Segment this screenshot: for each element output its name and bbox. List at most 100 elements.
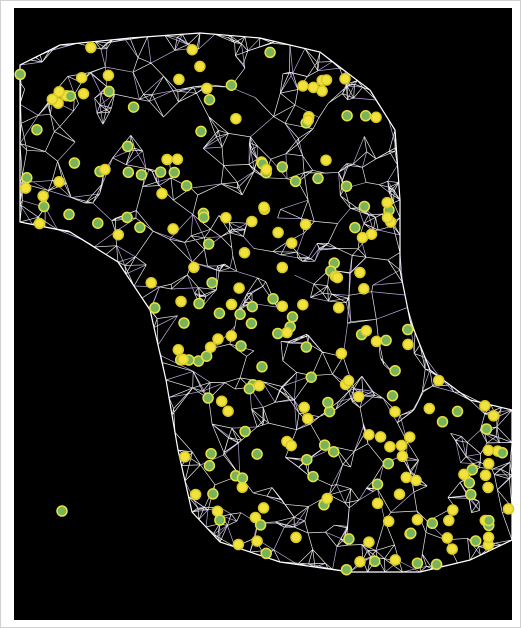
node (320, 154, 332, 166)
node (203, 459, 216, 472)
node (195, 125, 207, 138)
node (286, 311, 299, 323)
node (370, 111, 382, 124)
node (193, 297, 205, 310)
node (321, 492, 333, 505)
node (168, 166, 181, 179)
node (145, 277, 157, 289)
node (339, 73, 351, 85)
node (236, 472, 249, 484)
node (370, 335, 383, 348)
node (405, 527, 417, 540)
node (382, 515, 395, 528)
node (380, 334, 392, 347)
node (480, 423, 493, 435)
node (395, 439, 408, 452)
node (180, 179, 193, 192)
node (188, 261, 200, 274)
node (171, 153, 184, 166)
node (253, 379, 265, 392)
node (235, 340, 247, 352)
node (363, 536, 375, 548)
node (352, 390, 365, 403)
background (14, 8, 512, 620)
node (179, 451, 191, 463)
node (53, 86, 65, 98)
node (225, 298, 238, 311)
node (482, 481, 494, 494)
node (482, 444, 495, 457)
node (92, 217, 104, 229)
node (64, 90, 77, 102)
node (14, 68, 26, 81)
node (496, 446, 509, 459)
node (203, 93, 216, 106)
node (502, 503, 515, 515)
node (381, 196, 393, 209)
node (19, 182, 32, 194)
node (285, 237, 298, 249)
node (411, 513, 424, 526)
node (121, 140, 134, 153)
node (122, 166, 135, 179)
node (302, 114, 314, 127)
node (340, 180, 353, 192)
node (323, 405, 336, 418)
node (382, 457, 395, 470)
node (189, 488, 202, 501)
node (300, 341, 313, 353)
node (393, 488, 406, 500)
node (225, 79, 238, 91)
node (341, 109, 353, 122)
node (354, 556, 366, 568)
node (479, 400, 491, 412)
node (68, 157, 81, 169)
node (281, 326, 293, 339)
node (213, 307, 226, 320)
node (121, 211, 133, 224)
node (332, 301, 345, 314)
node (75, 71, 88, 84)
node (200, 350, 213, 362)
node (234, 308, 246, 321)
node (359, 110, 372, 122)
node (463, 477, 476, 489)
node (443, 514, 455, 527)
node (465, 488, 477, 501)
node (276, 300, 289, 312)
node (232, 538, 245, 551)
node (389, 554, 402, 566)
node (307, 470, 319, 483)
node (358, 283, 370, 295)
node (177, 353, 189, 366)
node (371, 478, 384, 491)
node (396, 450, 409, 463)
node (469, 535, 482, 547)
node (384, 440, 396, 453)
node (430, 558, 443, 571)
node (402, 338, 414, 351)
node (289, 175, 302, 188)
node (56, 505, 68, 517)
node (33, 217, 46, 230)
node (102, 69, 115, 82)
node (426, 517, 439, 530)
node (31, 123, 43, 136)
node (312, 172, 324, 185)
node (297, 298, 309, 311)
node (335, 347, 348, 360)
node (206, 276, 218, 289)
node (349, 221, 361, 234)
node (21, 172, 33, 184)
node (285, 439, 297, 452)
node (290, 531, 302, 544)
node (402, 323, 414, 336)
node (432, 374, 445, 387)
node (436, 416, 449, 428)
node (318, 439, 331, 451)
node (305, 371, 317, 383)
node (186, 43, 198, 56)
node (411, 557, 424, 569)
node (482, 457, 495, 470)
